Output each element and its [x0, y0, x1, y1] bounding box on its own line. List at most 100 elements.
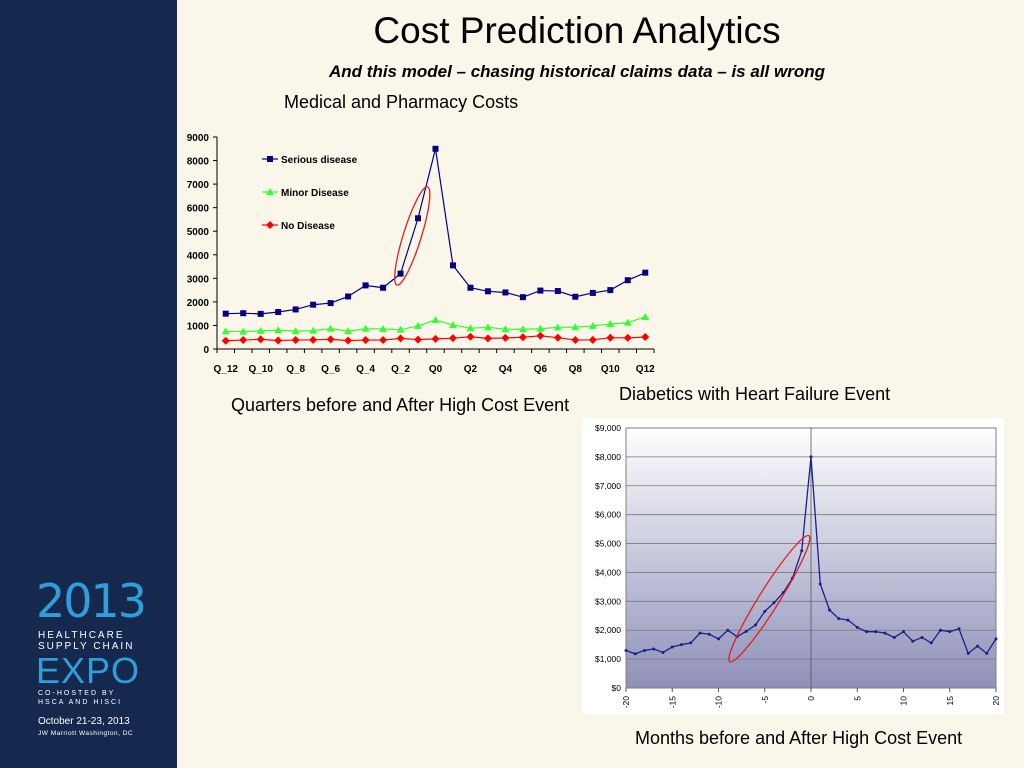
- chart2-title: Diabetics with Heart Failure Event: [619, 384, 891, 404]
- chart2-plot: $0 $1,000 $2,000 $3,000 $4,000 $5,000 $6,000 $7…: [595, 423, 1001, 709]
- chart1-point-serious-disease: [449, 262, 456, 269]
- chart1-point-no-disease: [641, 332, 650, 341]
- chart1-point-minor-disease: [221, 327, 230, 335]
- chart1-point-no-disease: [483, 334, 492, 343]
- chart2-point: [624, 648, 628, 652]
- chart2-point: [883, 631, 887, 635]
- chart1-point-serious-disease: [642, 269, 649, 276]
- chart1-point-minor-disease: [501, 325, 510, 333]
- chart1-y-tick-label: 9000: [187, 133, 210, 144]
- chart2-point: [652, 647, 656, 651]
- chart2-point: [874, 630, 878, 634]
- chart1-point-serious-disease: [327, 300, 334, 307]
- chart1-point-minor-disease: [536, 324, 545, 332]
- chart1-x-tick-label: Q6: [534, 364, 548, 375]
- chart1-point-minor-disease: [466, 324, 475, 332]
- chart1-point-no-disease: [623, 333, 632, 342]
- chart2-point: [966, 651, 970, 655]
- chart2-x-tick-label: 5: [852, 696, 862, 701]
- chart1-point-serious-disease: [537, 287, 544, 294]
- chart1-x-tick-label: Q_10: [248, 364, 273, 375]
- chart1-point-no-disease: [414, 335, 423, 344]
- chart1-point-serious-disease: [345, 293, 352, 300]
- chart2-point: [828, 608, 831, 612]
- chart1-x-tick-label: Q12: [636, 364, 655, 375]
- chart2-point: [929, 641, 933, 645]
- chart1-point-minor-disease: [239, 327, 248, 335]
- chart2-y-tick-label: $0: [612, 683, 622, 693]
- chart1-legend-marker: [266, 221, 274, 229]
- chart1-point-minor-disease: [414, 321, 423, 329]
- chart1-xlabel: Quarters before and After High Cost Even…: [231, 395, 570, 415]
- chart2-highlight-ellipse: [728, 534, 811, 663]
- chart1-point-serious-disease: [432, 145, 439, 152]
- chart1-point-serious-disease: [310, 301, 317, 308]
- chart1-x-tick-label: Q_4: [356, 364, 375, 375]
- chart2-point: [744, 629, 748, 633]
- chart2-point: [892, 635, 896, 639]
- chart1-point-serious-disease: [240, 310, 247, 317]
- chart1-x-tick-label: Q_12: [214, 364, 239, 375]
- chart2-point: [865, 630, 868, 634]
- logo-expo: EXPO: [36, 650, 141, 691]
- chart1-point-serious-disease: [397, 270, 404, 277]
- logo-cohosts: HSCA AND HISCI: [38, 699, 123, 706]
- chart2-x-tick-label: 20: [991, 696, 1001, 706]
- chart1-point-no-disease: [553, 333, 562, 342]
- chart1-point-minor-disease: [588, 321, 597, 329]
- chart2-x-tick-label: -20: [621, 696, 631, 709]
- chart1-y-tick-label: 5000: [187, 227, 210, 238]
- chart1-point-no-disease: [361, 336, 370, 345]
- chart1-legend-label: Serious disease: [281, 155, 358, 166]
- chart1-point-serious-disease: [362, 282, 369, 289]
- chart1-point-minor-disease: [553, 323, 562, 331]
- chart1-y-tick-label: 4000: [187, 251, 210, 262]
- chart2-point: [976, 644, 979, 648]
- chart2-point: [846, 618, 850, 622]
- chart2-point: [670, 645, 674, 649]
- chart1-point-serious-disease: [467, 284, 474, 291]
- chart1-point-serious-disease: [607, 287, 614, 294]
- chart2-point: [717, 637, 720, 641]
- chart1-point-minor-disease: [291, 327, 300, 335]
- chart1-point-no-disease: [448, 334, 457, 343]
- chart2-point: [763, 609, 767, 613]
- chart2-x-tick-label: -15: [667, 696, 677, 709]
- chart1-point-no-disease: [309, 335, 318, 344]
- chart1-point-serious-disease: [415, 215, 422, 222]
- chart1-point-minor-disease: [256, 326, 265, 334]
- chart2-y-tick-label: $6,000: [595, 510, 621, 520]
- chart1-highlight-ellipse: [394, 186, 431, 286]
- chart2-point: [855, 625, 859, 629]
- chart2-y-tick-label: $5,000: [595, 539, 621, 549]
- chart1-point-no-disease: [326, 335, 335, 344]
- chart1-x-tick-label: Q0: [429, 364, 443, 375]
- logo-cohosted: CO-HOSTED BY: [38, 690, 116, 697]
- chart1-point-minor-disease: [274, 326, 283, 334]
- chart1-point-minor-disease: [641, 312, 650, 320]
- chart1-y-tick-label: 6000: [187, 204, 210, 215]
- logo-line-supply-chain: SUPPLY CHAIN: [38, 641, 135, 652]
- chart1-x-tick-label: Q8: [569, 364, 583, 375]
- chart1-point-serious-disease: [554, 288, 561, 295]
- chart2-y-tick-label: $9,000: [595, 423, 621, 433]
- chart1-point-minor-disease: [518, 325, 527, 333]
- chart1-point-minor-disease: [623, 318, 632, 326]
- chart2-xlabel: Months before and After High Cost Event: [635, 728, 963, 748]
- chart1-x-tick-label: Q_8: [286, 364, 305, 375]
- chart1-point-no-disease: [518, 333, 527, 342]
- chart1-point-serious-disease: [275, 309, 282, 316]
- chart2-point: [633, 652, 637, 656]
- chart1-y-tick-label: 8000: [187, 157, 210, 168]
- chart1-plot: 0 1000 2000 3000 4000 5000 6000 7000 8000 9000 Q_1…: [187, 133, 655, 375]
- chart2-point: [920, 635, 924, 639]
- chart2-y-tick-label: $7,000: [595, 481, 621, 491]
- chart1-point-minor-disease: [326, 324, 335, 332]
- chart1-point-serious-disease: [624, 277, 631, 284]
- chart2-point: [837, 617, 841, 621]
- chart1-point-serious-disease: [292, 306, 299, 313]
- chart2-x-tick-label: 15: [945, 696, 955, 706]
- chart1-legend-marker: [266, 188, 274, 195]
- chart1-point-minor-disease: [448, 320, 457, 328]
- chart1-point-no-disease: [466, 332, 475, 341]
